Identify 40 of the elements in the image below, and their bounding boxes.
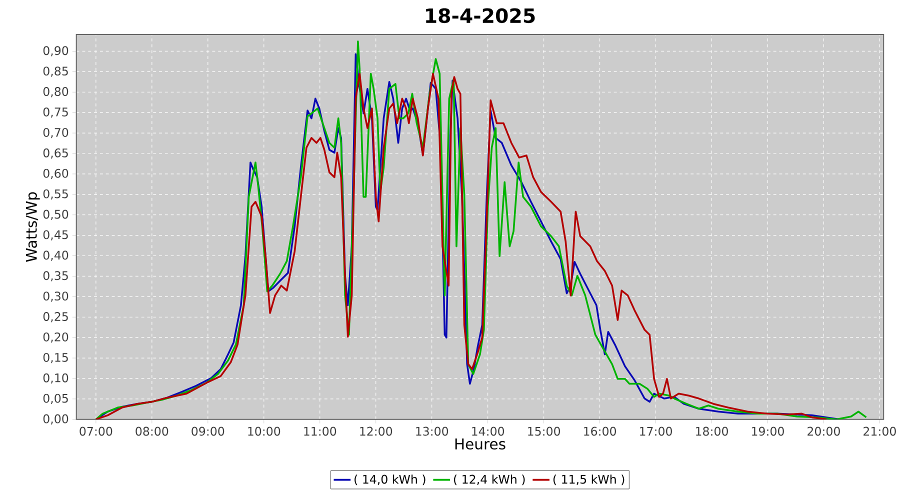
x-tick-label: 19:00 xyxy=(752,426,784,436)
y-tick-label: 0,35 xyxy=(43,271,68,282)
x-tick-label: 18:00 xyxy=(696,426,728,436)
y-tick-label: 0,55 xyxy=(43,189,68,200)
y-tick-label: 0,70 xyxy=(43,128,68,138)
x-axis-title: Heures xyxy=(455,438,506,450)
y-tick-label: 0,05 xyxy=(43,394,68,404)
legend-label: ( 11,5 kWh ) xyxy=(553,474,624,486)
y-tick-label: 0,15 xyxy=(43,352,68,363)
y-tick-label: 0,25 xyxy=(43,312,68,322)
y-tick-label: 0,65 xyxy=(43,148,68,158)
y-tick-label: 0,10 xyxy=(43,373,68,384)
x-tick-label: 09:00 xyxy=(192,426,224,436)
x-tick-label: 07:00 xyxy=(80,426,112,436)
y-tick-label: 0,40 xyxy=(43,250,68,261)
y-tick-label: 0,50 xyxy=(43,210,68,220)
x-tick-label: 12:00 xyxy=(360,426,392,436)
x-tick-label: 11:00 xyxy=(304,426,336,436)
x-tick-label: 10:00 xyxy=(248,426,280,436)
y-tick-label: 0,90 xyxy=(43,46,68,56)
x-tick-label: 20:00 xyxy=(808,426,840,436)
y-tick-label: 0,30 xyxy=(43,291,68,302)
y-tick-label: 0,45 xyxy=(43,230,68,240)
x-tick-label: 14:00 xyxy=(472,426,504,436)
x-tick-label: 21:00 xyxy=(864,426,896,436)
y-tick-label: 0,20 xyxy=(43,332,68,343)
y-tick-label: 0,60 xyxy=(43,168,68,179)
x-tick-label: 17:00 xyxy=(640,426,672,436)
y-axis-title: Watts/Wp xyxy=(26,192,40,262)
x-tick-label: 16:00 xyxy=(584,426,616,436)
x-tick-label: 15:00 xyxy=(528,426,560,436)
y-tick-label: 0,00 xyxy=(43,414,68,424)
y-tick-label: 0,75 xyxy=(43,107,68,118)
legend-label: ( 14,0 kWh ) xyxy=(354,474,426,486)
y-tick-label: 0,85 xyxy=(43,66,68,77)
chart-title: 18-4-2025 xyxy=(426,8,535,23)
x-tick-label: 08:00 xyxy=(136,426,168,436)
legend-label: ( 12,4 kWh ) xyxy=(454,474,525,486)
x-tick-label: 13:00 xyxy=(416,426,448,436)
y-tick-label: 0,80 xyxy=(43,86,68,98)
